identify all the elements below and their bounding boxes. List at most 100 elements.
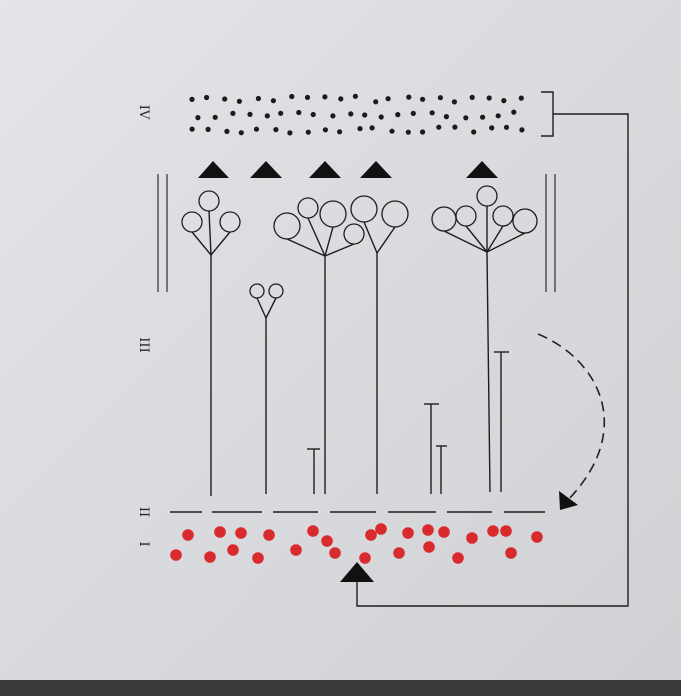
red-dot	[359, 552, 371, 564]
black-dot	[511, 109, 517, 115]
black-dot	[480, 114, 486, 120]
black-dot	[362, 112, 368, 118]
black-dot	[405, 129, 411, 135]
red-dot	[393, 547, 405, 559]
layer-label-ii: II	[136, 507, 151, 517]
red-dot	[466, 532, 478, 544]
black-dot	[253, 126, 260, 132]
black-dot	[469, 94, 475, 100]
black-dot	[518, 95, 524, 101]
red-dot	[214, 526, 226, 538]
red-dot	[452, 552, 464, 564]
black-dot	[410, 110, 416, 116]
black-dot	[224, 128, 230, 134]
black-dot	[278, 110, 284, 116]
red-dot	[438, 526, 450, 538]
black-dot	[189, 96, 195, 102]
black-dot	[420, 96, 426, 102]
red-dot	[505, 547, 517, 559]
black-dot	[348, 111, 354, 117]
triangle-marker	[466, 161, 498, 178]
page-edge-shadow	[0, 680, 681, 696]
red-dot	[321, 535, 333, 547]
black-dot	[338, 96, 344, 102]
black-dot	[273, 127, 279, 133]
black-dot	[236, 98, 242, 104]
black-dot	[337, 129, 343, 135]
black-dot	[429, 110, 435, 116]
black-dot	[287, 130, 293, 136]
black-dot	[519, 127, 525, 133]
black-dot	[238, 130, 244, 136]
red-dot	[252, 552, 264, 564]
black-dot	[357, 126, 363, 132]
black-dot	[452, 124, 458, 130]
red-dot	[487, 525, 499, 537]
black-dot	[195, 115, 201, 121]
red-dot	[235, 527, 247, 539]
triangle-marker	[198, 161, 229, 178]
layer-label-i: I	[136, 541, 151, 546]
black-dot	[310, 111, 316, 118]
left-boundary-lines	[157, 174, 168, 292]
black-dot	[443, 114, 449, 120]
black-dot	[322, 94, 328, 100]
black-dot	[406, 94, 412, 100]
right-boundary-lines	[545, 174, 556, 292]
red-dot	[182, 529, 194, 541]
black-dot	[230, 110, 236, 116]
red-dot	[290, 544, 302, 556]
t-processes	[307, 351, 509, 494]
triangle-marker	[250, 161, 282, 178]
red-dot	[365, 529, 377, 541]
black-dot	[436, 124, 442, 130]
red-dot	[263, 529, 275, 541]
loop-arrowhead	[340, 562, 374, 582]
neuron-3	[273, 197, 365, 494]
black-dot	[189, 126, 195, 132]
black-dot	[463, 115, 469, 121]
red-dot	[329, 547, 341, 559]
dashed-curve-arrow	[537, 333, 606, 501]
black-dot	[503, 124, 510, 130]
red-dot	[402, 527, 414, 539]
triangle-marker	[360, 161, 392, 178]
black-dot	[389, 128, 395, 134]
black-dot	[451, 99, 457, 105]
red-dot	[500, 525, 512, 537]
black-dot	[270, 98, 276, 104]
black-dot	[420, 129, 426, 135]
red-dot	[307, 525, 319, 537]
black-dot	[395, 112, 401, 118]
neuron-2	[249, 283, 284, 494]
black-dot	[471, 129, 477, 135]
black-dot	[373, 99, 379, 105]
red-dot	[422, 524, 434, 536]
triangle-marker	[309, 161, 341, 178]
black-dot	[437, 95, 443, 101]
neuron-1	[181, 190, 241, 496]
black-dot	[378, 114, 384, 120]
red-dot	[227, 544, 239, 556]
triangle-row	[198, 161, 498, 178]
black-dot	[495, 113, 501, 119]
red-dot	[375, 523, 387, 535]
black-dot	[369, 125, 375, 131]
black-dot	[352, 93, 358, 99]
black-dot	[205, 126, 211, 132]
black-dot	[305, 129, 311, 135]
black-dot	[289, 93, 295, 100]
bracket	[541, 91, 554, 137]
black-dot	[385, 96, 391, 102]
black-dot	[501, 98, 507, 104]
black-dot	[330, 113, 336, 119]
dashed-arrowhead	[559, 491, 578, 510]
layer-label-iv: IV	[136, 105, 151, 120]
black-dot	[486, 95, 492, 101]
black-dot	[264, 113, 270, 119]
red-dot	[531, 531, 543, 543]
red-dot	[204, 551, 216, 563]
black-dot	[212, 114, 218, 120]
black-dot	[322, 127, 328, 133]
